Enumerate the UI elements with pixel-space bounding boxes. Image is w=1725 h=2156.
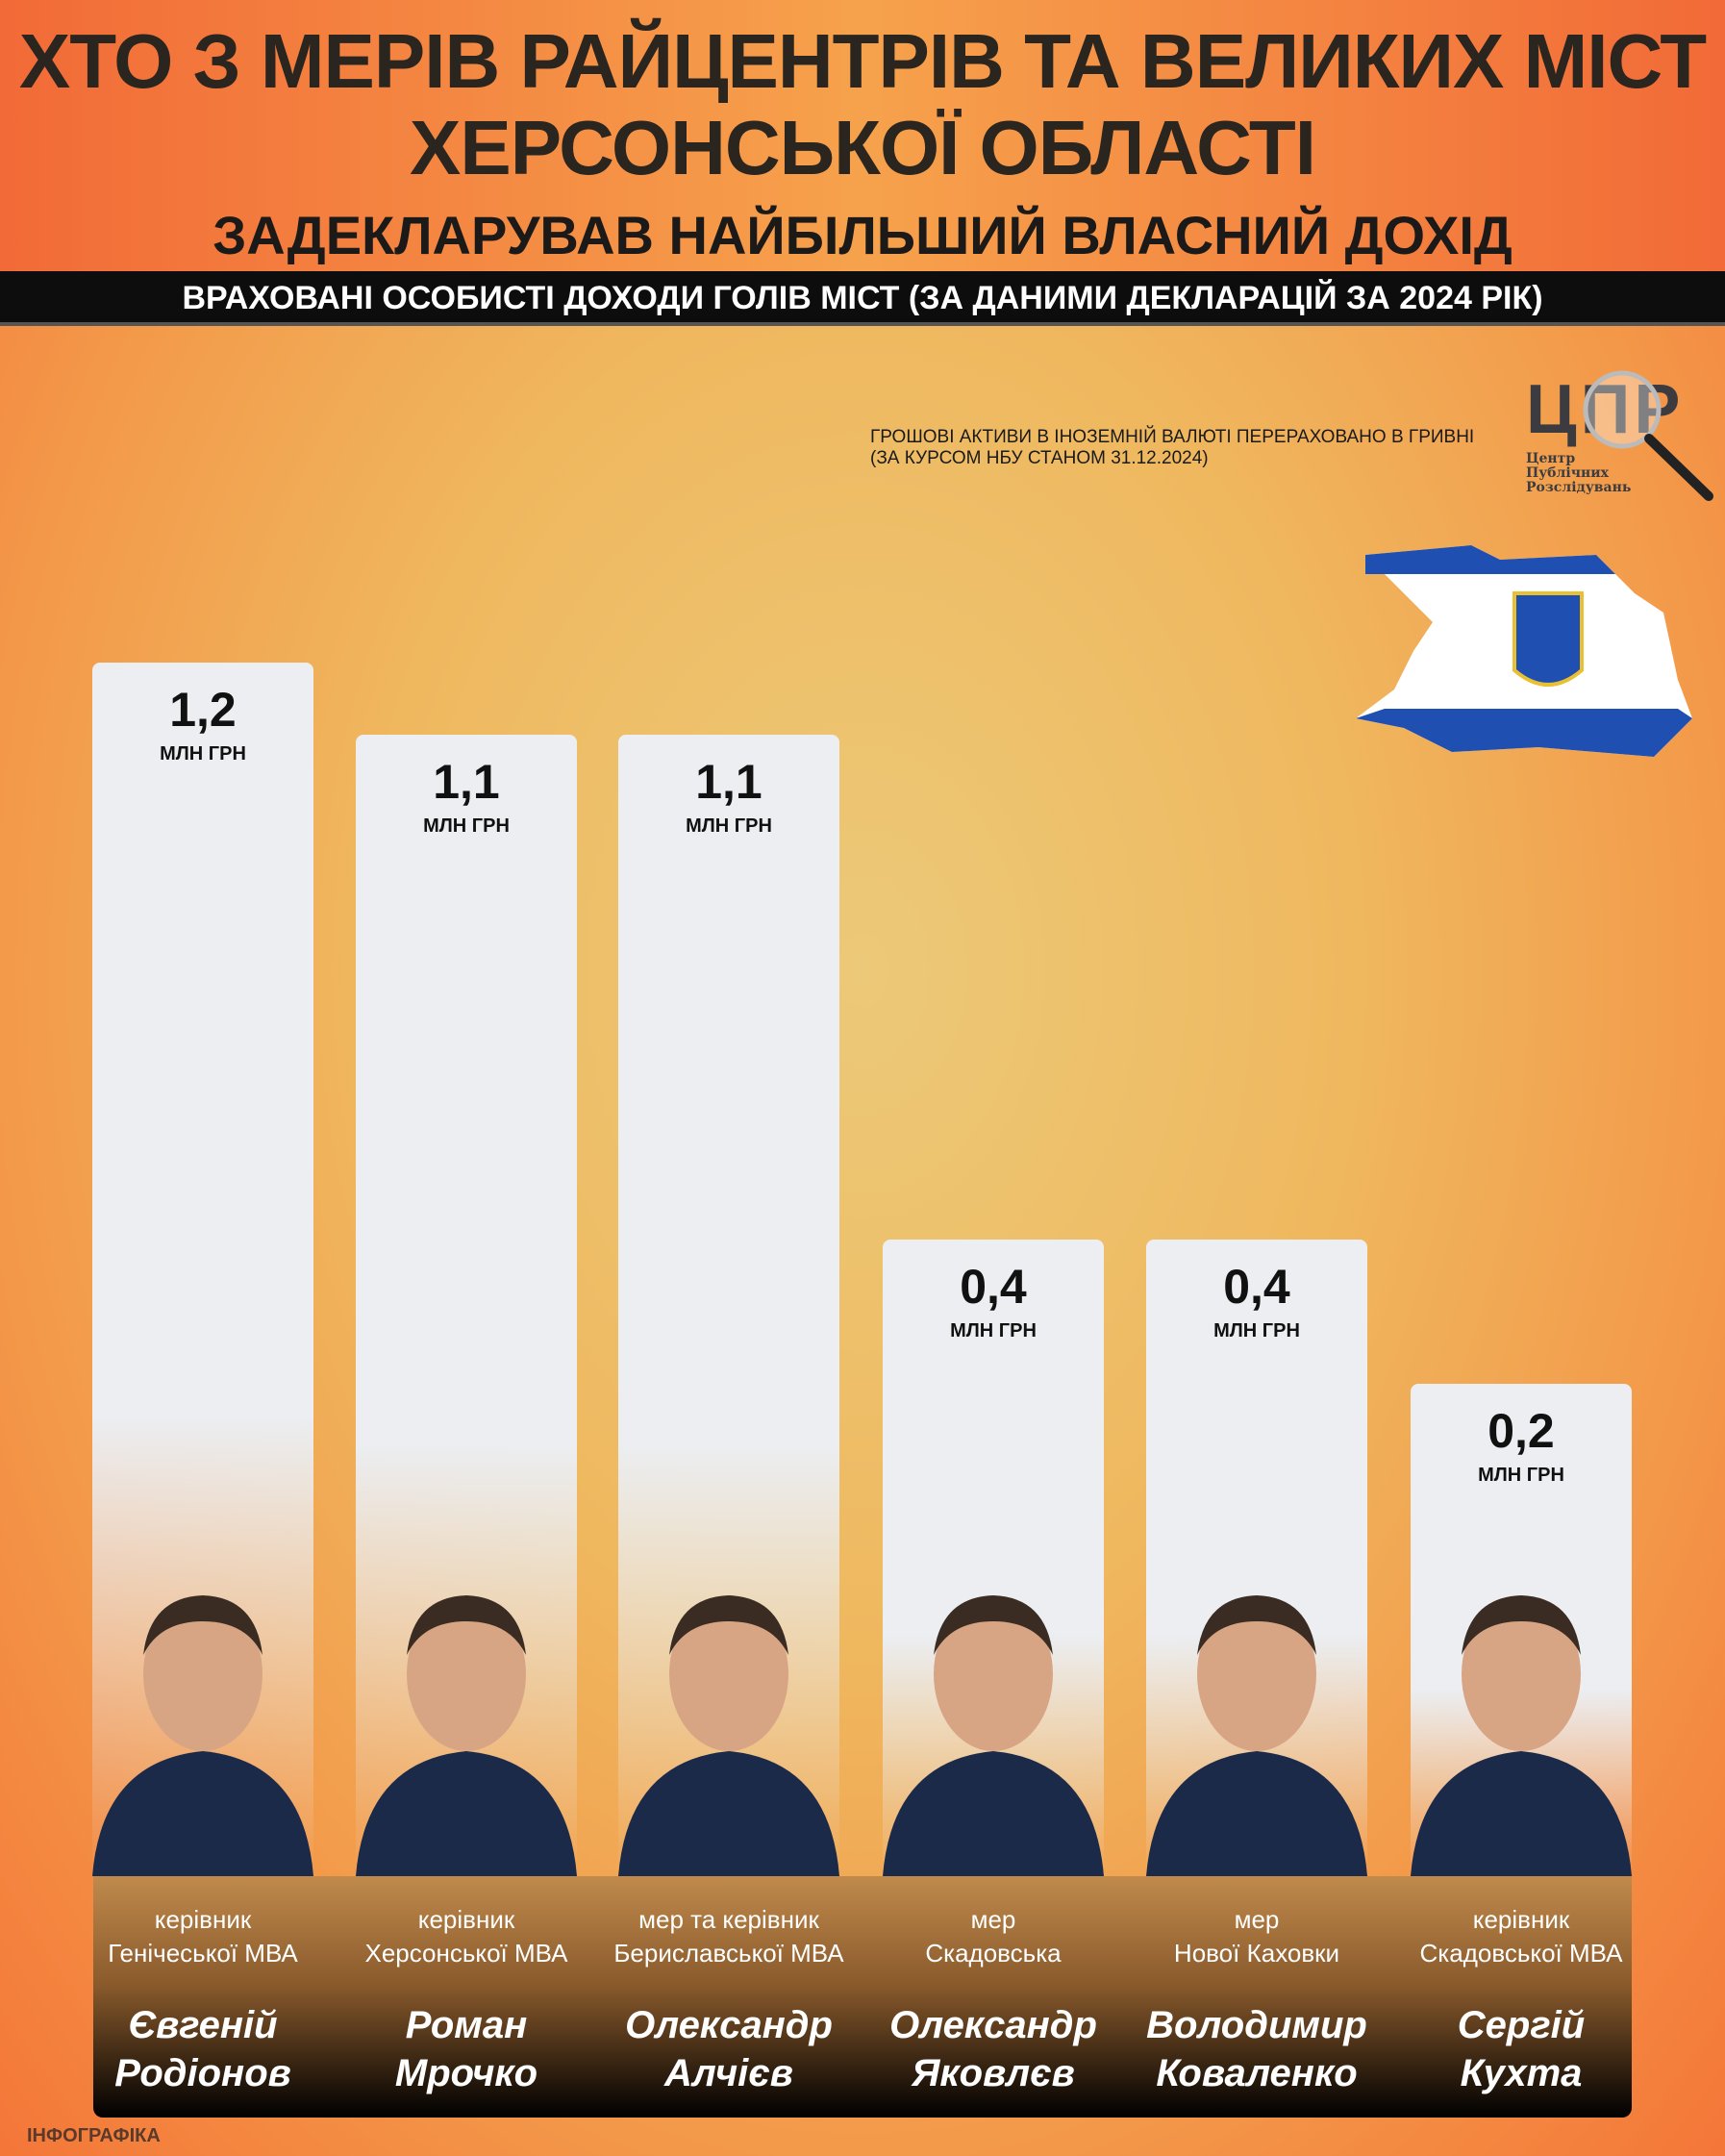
first-name: Сергій (1457, 2004, 1586, 2046)
role-line-2: Бериславської МВА (613, 1939, 844, 1968)
first-name: Олександр (625, 2004, 833, 2046)
bar-value-label: 0,4 (960, 1260, 1027, 1314)
last-name: Алчієв (664, 2052, 793, 2094)
people-panel: керівник Генічеської МВА Євгеній Родіонов ке… (93, 1876, 1632, 2118)
first-name: Олександр (889, 2004, 1097, 2046)
portrait-photo (356, 1595, 577, 1876)
title-line-2: ХЕРСОНСЬКОЇ ОБЛАСТІ (409, 105, 1316, 190)
person-caption: керівник Херсонської МВА Роман Мрочко (338, 1876, 594, 2097)
role-line-1: мер (1234, 1905, 1280, 1934)
last-name: Кухта (1460, 2052, 1583, 2094)
last-name: Яковлєв (912, 2052, 1075, 2094)
bar-unit-label: МЛН ГРН (1478, 1465, 1564, 1486)
logo-letters: ЦПР (1526, 375, 1718, 444)
role-line-2: Скадовська (925, 1939, 1062, 1968)
role-line-1: керівник (154, 1905, 252, 1934)
person-caption: керівник Скадовської МВА Сергій Кухта (1393, 1876, 1649, 2097)
currency-note: ГРОШОВІ АКТИВИ В ІНОЗЕМНІЙ ВАЛЮТІ ПЕРЕРА… (870, 427, 1474, 469)
bar-value-label: 0,4 (1223, 1260, 1290, 1314)
last-name: Мрочко (394, 2052, 538, 2094)
note-line-2: (ЗА КУРСОМ НБУ СТАНОМ 31.12.2024) (870, 448, 1209, 468)
logo-line-2: Публічних (1526, 465, 1609, 481)
person-caption: мер та керівник Бериславської МВА Олександ… (601, 1876, 857, 2097)
note-line-1: ГРОШОВІ АКТИВИ В ІНОЗЕМНІЙ ВАЛЮТІ ПЕРЕРА… (870, 427, 1475, 447)
portrait-photo (1146, 1595, 1367, 1876)
bar-value-label: 1,1 (695, 755, 762, 809)
subtitle: ЗАДЕКЛАРУВАВ НАЙБІЛЬШИЙ ВЛАСНИЙ ДОХІД (212, 205, 1512, 265)
role-line-2: Скадовської МВА (1419, 1939, 1623, 1968)
subtitle-band: ВРАХОВАНІ ОСОБИСТІ ДОХОДИ ГОЛІВ МІСТ (ЗА… (0, 271, 1725, 326)
role-line-1: мер (970, 1905, 1016, 1934)
bar-unit-label: МЛН ГРН (686, 815, 772, 837)
logo-line-1: Центр (1526, 451, 1576, 466)
person-caption: мер Скадовська Олександр Яковлєв (865, 1876, 1121, 2097)
first-name: Роман (405, 2004, 528, 2046)
first-name: Євгеній (128, 2004, 278, 2046)
portrait-photo (883, 1595, 1104, 1876)
role-line-2: Херсонської МВА (364, 1939, 568, 1968)
footer-label: ІНФОГРАФІКА (27, 2125, 161, 2146)
bar-unit-label: МЛН ГРН (160, 743, 246, 765)
portrait-photo (92, 1595, 313, 1876)
title-line-1: ХТО З МЕРІВ РАЙЦЕНТРІВ ТА ВЕЛИКИХ МІСТ (18, 18, 1707, 104)
role-line-2: Нової Каховки (1173, 1939, 1340, 1968)
magnifier-icon (1583, 370, 1713, 501)
first-name: Володимир (1146, 2004, 1367, 2046)
last-name: Коваленко (1156, 2052, 1358, 2094)
cpr-logo: ЦПР Центр Публічних Розслідувань (1526, 370, 1718, 505)
portrait-photo (618, 1595, 839, 1876)
bar-unit-label: МЛН ГРН (950, 1320, 1037, 1341)
header-background (0, 0, 1725, 271)
bar-unit-label: МЛН ГРН (423, 815, 510, 837)
role-line-1: мер та керівник (638, 1905, 819, 1934)
bar-unit-label: МЛН ГРН (1213, 1320, 1300, 1341)
person-caption: мер Нової Каховки Володимир Коваленко (1129, 1876, 1385, 2097)
role-line-1: керівник (417, 1905, 515, 1934)
person-caption: керівник Генічеської МВА Євгеній Родіонов (75, 1876, 331, 2097)
portrait-photo (1411, 1595, 1632, 1876)
role-line-2: Генічеської МВА (108, 1939, 298, 1968)
role-line-1: керівник (1472, 1905, 1570, 1934)
last-name: Родіонов (114, 2052, 291, 2094)
bar-value-label: 1,2 (169, 683, 237, 737)
kherson-oblast-flag-map (1356, 545, 1692, 757)
bar-value-label: 1,1 (433, 755, 500, 809)
logo-line-3: Розслідувань (1526, 480, 1632, 495)
bar-value-label: 0,2 (1488, 1404, 1555, 1458)
